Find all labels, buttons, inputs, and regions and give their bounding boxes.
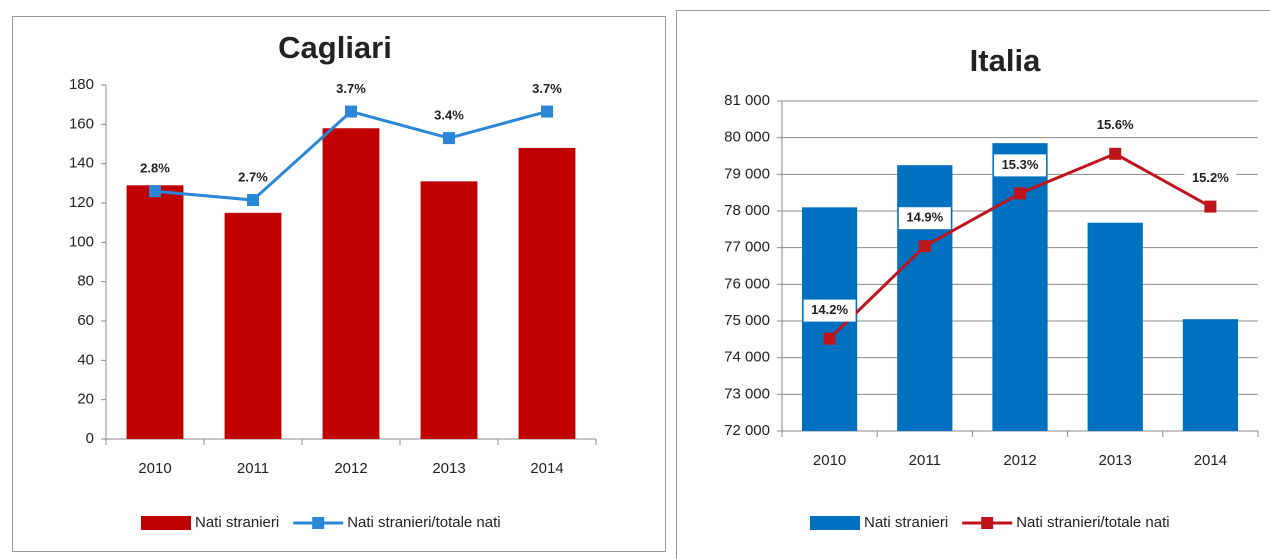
- x-tick-label: 2010: [813, 452, 846, 469]
- x-tick-label: 2012: [334, 460, 367, 477]
- label-bg: [1184, 167, 1237, 190]
- y-tick-label: 120: [69, 194, 94, 211]
- data-label: 14.2%: [811, 302, 848, 317]
- x-tick-label: 2012: [1003, 452, 1036, 469]
- y-tick-label: 20: [77, 391, 94, 408]
- marker: [149, 185, 161, 198]
- data-label: 14.9%: [906, 210, 943, 225]
- y-tick-label: 80 000: [724, 129, 770, 146]
- y-tick-label: 40: [77, 351, 94, 368]
- data-label: 2.7%: [238, 169, 268, 184]
- legend-label: Nati stranieri/totale nati: [347, 514, 500, 531]
- label-bg: [898, 207, 951, 230]
- x-tick-label: 2014: [530, 460, 563, 477]
- label-bg: [803, 299, 856, 322]
- x-tick-label: 2011: [909, 452, 941, 469]
- marker: [345, 105, 357, 118]
- x-tick-label: 2010: [138, 460, 171, 477]
- data-label: 15.2%: [1192, 170, 1229, 185]
- y-tick-label: 81 000: [724, 92, 770, 109]
- data-label: 2.8%: [140, 161, 170, 176]
- y-tick-label: 79 000: [724, 165, 770, 182]
- bar: [518, 147, 576, 439]
- y-tick-label: 140: [69, 155, 94, 172]
- legend-swatch: [810, 516, 860, 530]
- x-tick-label: 2013: [1099, 452, 1132, 469]
- y-tick-label: 180: [69, 76, 94, 93]
- bar: [322, 128, 380, 439]
- data-label: 15.6%: [1097, 117, 1134, 132]
- marker: [541, 105, 553, 118]
- chart-title: Cagliari: [278, 30, 392, 65]
- y-tick-label: 80: [77, 273, 94, 290]
- marker: [918, 240, 931, 253]
- bar: [126, 185, 184, 439]
- bar: [224, 212, 282, 439]
- bar: [420, 181, 478, 439]
- marker: [247, 194, 259, 207]
- y-tick-label: 72 000: [724, 422, 770, 439]
- y-tick-label: 100: [69, 233, 94, 250]
- legend-swatch: [981, 517, 994, 529]
- label-bg: [1089, 114, 1142, 137]
- bar: [1087, 222, 1143, 431]
- chart-title: Italia: [970, 43, 1041, 78]
- y-tick-label: 160: [69, 115, 94, 132]
- bar: [1182, 319, 1239, 431]
- data-label: 3.7%: [532, 81, 562, 96]
- y-tick-label: 78 000: [724, 202, 770, 219]
- bar: [897, 165, 953, 431]
- legend-label: Nati stranieri/totale nati: [1016, 514, 1169, 531]
- data-label: 3.4%: [434, 108, 464, 123]
- legend-label: Nati stranieri: [864, 514, 948, 531]
- label-bg: [994, 154, 1046, 177]
- data-label: 15.3%: [1002, 157, 1039, 172]
- x-tick-label: 2013: [432, 460, 465, 477]
- y-tick-label: 73 000: [724, 385, 770, 402]
- y-tick-label: 74 000: [724, 349, 770, 366]
- y-tick-label: 77 000: [724, 239, 770, 256]
- y-tick-label: 76 000: [724, 275, 770, 292]
- marker: [1109, 147, 1122, 160]
- marker: [1014, 187, 1026, 200]
- legend-label: Nati stranieri: [195, 514, 279, 531]
- marker: [443, 132, 455, 145]
- data-label: 3.7%: [336, 81, 366, 96]
- y-tick-label: 75 000: [724, 312, 770, 329]
- legend-swatch: [141, 516, 191, 530]
- marker: [823, 332, 836, 345]
- x-tick-label: 2011: [237, 460, 269, 477]
- marker: [1204, 200, 1217, 213]
- y-tick-label: 0: [86, 430, 94, 447]
- y-tick-label: 60: [77, 312, 94, 329]
- legend-swatch: [312, 517, 325, 529]
- x-tick-label: 2014: [1194, 452, 1227, 469]
